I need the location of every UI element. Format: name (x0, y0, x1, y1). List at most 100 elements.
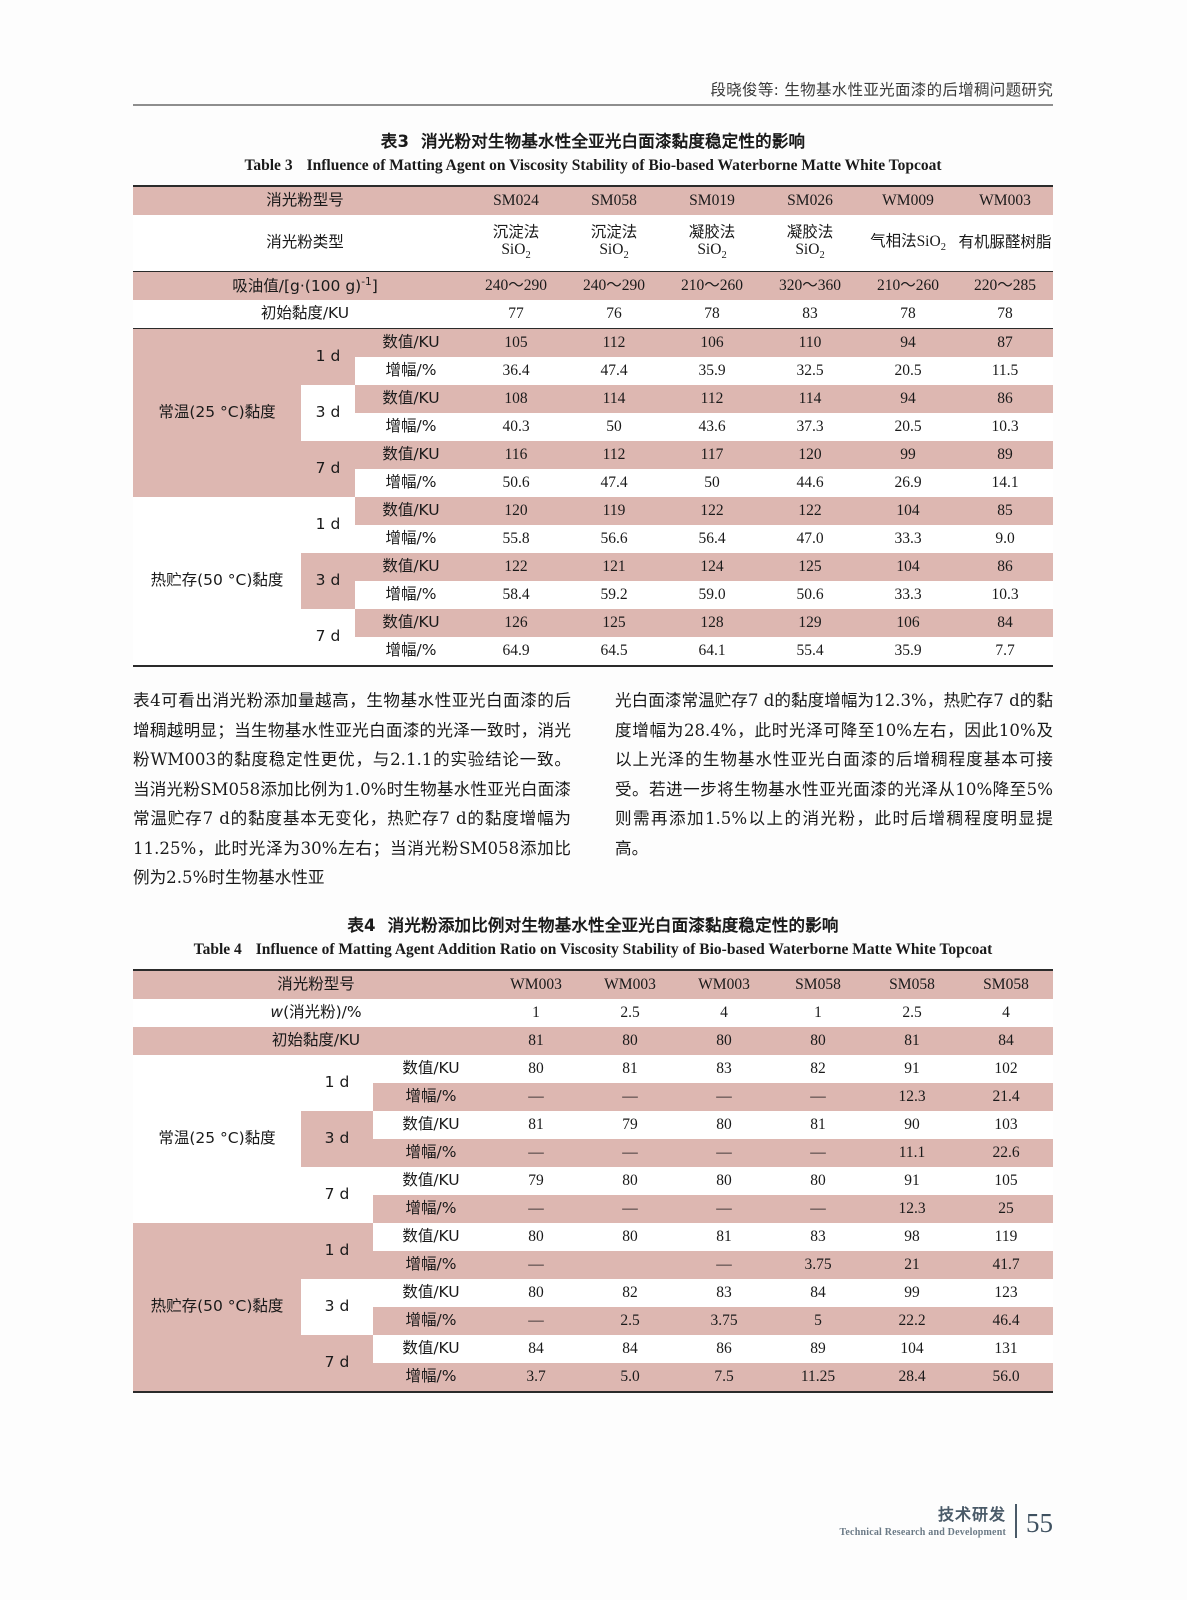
table3-heat-3d-v2: 124 (663, 553, 761, 581)
table3-heat-7d-i2: 64.1 (663, 637, 761, 666)
table3-rt-3d-v5: 86 (957, 385, 1053, 413)
table4-rt-7d-v0: 79 (489, 1167, 583, 1195)
table3-rt-1d-v2: 106 (663, 328, 761, 357)
table4-initial-1: 80 (583, 1027, 677, 1055)
footer-section-en: Technical Research and Development (839, 1527, 1006, 1538)
table4-rt-7d-i2: — (677, 1195, 771, 1223)
table4-metric-value: 数值/KU (373, 1111, 489, 1139)
table3-rt-1d-i0: 36.4 (467, 357, 565, 385)
table4-rt-1d-i3: — (771, 1083, 865, 1111)
table4-heat-7d-v2: 86 (677, 1335, 771, 1363)
table3-rt-7d-value-row: 7 d 数值/KU 116 112 117 120 99 89 (133, 441, 1053, 497)
table4-heat-1d-i1 (583, 1251, 677, 1279)
table4-model-3: SM058 (771, 970, 865, 999)
table4-rt-3d-v0: 81 (489, 1111, 583, 1139)
table3-initial-1: 76 (565, 300, 663, 329)
table4-initial-3: 80 (771, 1027, 865, 1055)
table3-rt-1d-v1: 112 (565, 328, 663, 357)
table4-initial-5: 84 (959, 1027, 1053, 1055)
table4-model-4: SM058 (865, 970, 959, 999)
page-footer: 技术研发 Technical Research and Development … (839, 1501, 1053, 1538)
table4-heat-1d-v5: 119 (959, 1223, 1053, 1251)
table3-oil-4: 210～260 (859, 271, 957, 300)
table3-initial-3: 83 (761, 300, 859, 329)
table3-type-2: 凝胶法 SiO2 (663, 215, 761, 272)
table4-heat-1d-increase-row: 增幅/% — — 3.75 21 41.7 (133, 1251, 1053, 1279)
table3-heat-3d-v0: 122 (467, 553, 565, 581)
table4-model-2: WM003 (677, 970, 771, 999)
table3-oil-0: 240～290 (467, 271, 565, 300)
table4-heat-3d-value-row: 3 d 数值/KU 80 82 83 84 99 123 (133, 1279, 1053, 1335)
table3-caption-en-label: Table 3 (244, 157, 293, 174)
table3-caption-cn-text: 消光粉对生物基水性全亚光白面漆黏度稳定性的影响 (421, 132, 806, 151)
table3-rt-3d-v0: 108 (467, 385, 565, 413)
table3-heat-1d-i2: 56.4 (663, 525, 761, 553)
table4-rt-3d-i1: — (583, 1139, 677, 1167)
table4-heat-3d-v3: 84 (771, 1279, 865, 1307)
table4-rt-1d-v5: 102 (959, 1055, 1053, 1083)
table4-metric-increase: 增幅/% (373, 1363, 489, 1392)
table4-caption-en-label: Table 4 (193, 941, 242, 958)
table3-heat-1d-v0: 120 (467, 497, 565, 525)
table4-rt-1d-v0: 80 (489, 1055, 583, 1083)
table3-model-5: WM003 (957, 186, 1053, 215)
table4-ratio-5: 4 (959, 999, 1053, 1027)
table3-heat-7d-v2: 128 (663, 609, 761, 637)
table4-initial-row: 初始黏度/KU 81 80 80 80 81 84 (133, 1027, 1053, 1055)
table3-metric-value: 数值/KU (355, 609, 467, 637)
table4-metric-value: 数值/KU (373, 1223, 489, 1251)
table4-rt-3d-v2: 80 (677, 1111, 771, 1139)
table4-caption-cn-text: 消光粉添加比例对生物基水性全亚光白面漆黏度稳定性的影响 (387, 916, 839, 935)
table4-heat-1d-i4: 21 (865, 1251, 959, 1279)
table4-model-1: WM003 (583, 970, 677, 999)
table3-heat-3d-v4: 104 (859, 553, 957, 581)
table4-heat-7d-v4: 104 (865, 1335, 959, 1363)
table4-ratio-2: 4 (677, 999, 771, 1027)
table3-caption-cn: 表3 消光粉对生物基水性全亚光白面漆黏度稳定性的影响 (133, 128, 1053, 152)
table4-rt-3d-v5: 103 (959, 1111, 1053, 1139)
table4-heat-1d-value-row: 热贮存(50 °C)黏度 1 d 数值/KU 80 80 81 83 98 11… (133, 1223, 1053, 1392)
table3-rt-day-7d: 7 d (301, 441, 355, 497)
table3-heat-7d-i1: 64.5 (565, 637, 663, 666)
table3-heat-3d-increase-row: 增幅/% 58.4 59.2 59.0 50.6 33.3 10.3 (133, 581, 1053, 609)
table3-rt-3d-increase-row: 增幅/% 40.3 50 43.6 37.3 20.5 10.3 (133, 413, 1053, 441)
table3-caption-cn-label: 表3 (380, 132, 410, 151)
table3-metric-value: 数值/KU (355, 553, 467, 581)
table3-rt-7d-i0: 50.6 (467, 469, 565, 497)
table3-type-label: 消光粉类型 (133, 215, 467, 272)
table4-rt-day-7d: 7 d (301, 1167, 373, 1223)
table3-heat-3d-value-row: 3 d 数值/KU 122 121 124 125 104 86 (133, 553, 1053, 609)
table4-rt-7d-i1: — (583, 1195, 677, 1223)
table4-heat-1d-i3: 3.75 (771, 1251, 865, 1279)
table4-caption-en: Table 4 Influence of Matting Agent Additi… (133, 941, 1053, 959)
table4-rt-1d-increase-row: 增幅/% — — — — 12.3 21.4 (133, 1083, 1053, 1111)
table4-heat-3d-i0: — (489, 1307, 583, 1335)
table3-heat-7d-i0: 64.9 (467, 637, 565, 666)
table3-type-4: 气相法SiO2 (859, 215, 957, 272)
table4-rt-group-label: 常温(25 °C)黏度 (133, 1055, 301, 1223)
table3-rt-7d-v5: 89 (957, 441, 1053, 469)
table4-heat-7d-v1: 84 (583, 1335, 677, 1363)
table3-rt-3d-value-row: 3 d 数值/KU 108 114 112 114 94 86 (133, 385, 1053, 441)
table4-heat-7d-i3: 11.25 (771, 1363, 865, 1392)
table4-rt-1d-i2: — (677, 1083, 771, 1111)
table3: 消光粉型号 SM024 SM058 SM019 SM026 WM009 WM00… (133, 185, 1053, 667)
table3-rt-1d-i2: 35.9 (663, 357, 761, 385)
table4-heat-7d-i2: 7.5 (677, 1363, 771, 1392)
table3-rt-7d-v0: 116 (467, 441, 565, 469)
table4-rt-7d-v5: 105 (959, 1167, 1053, 1195)
table4-heat-3d-i3: 5 (771, 1307, 865, 1335)
table3-heat-7d-v4: 106 (859, 609, 957, 637)
table3-rt-7d-i2: 50 (663, 469, 761, 497)
table3-oil-2: 210～260 (663, 271, 761, 300)
table4-heat-7d-i1: 5.0 (583, 1363, 677, 1392)
table4-heat-1d-i5: 41.7 (959, 1251, 1053, 1279)
table3-rt-3d-i0: 40.3 (467, 413, 565, 441)
table3-heat-3d-v1: 121 (565, 553, 663, 581)
table3-heat-3d-v3: 125 (761, 553, 859, 581)
table4-rt-3d-i3: — (771, 1139, 865, 1167)
table3-model-0: SM024 (467, 186, 565, 215)
table4-ratio-0: 1 (489, 999, 583, 1027)
table4-metric-value: 数值/KU (373, 1167, 489, 1195)
table3-rt-7d-v4: 99 (859, 441, 957, 469)
